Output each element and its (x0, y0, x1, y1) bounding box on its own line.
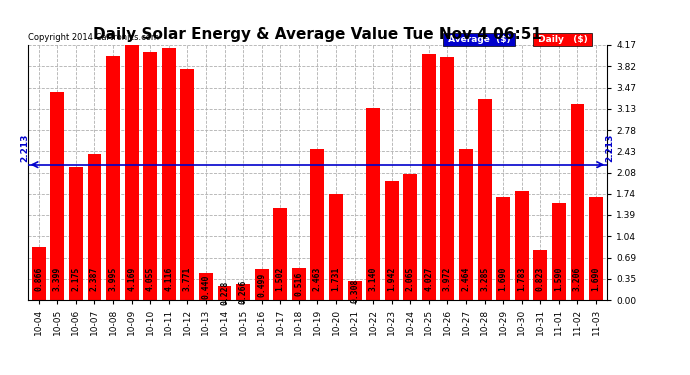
Bar (422, 54, 436, 300)
Text: 3.140: 3.140 (368, 266, 377, 291)
Bar (88, 154, 101, 300)
Text: Copyright 2014 Cartronics.com: Copyright 2014 Cartronics.com (28, 33, 159, 42)
Text: 4.055: 4.055 (146, 266, 155, 291)
Text: 2.213: 2.213 (20, 133, 29, 162)
Bar (515, 191, 529, 300)
Text: 2.175: 2.175 (71, 266, 81, 291)
Title: Daily Solar Energy & Average Value Tue Nov 4 06:51: Daily Solar Energy & Average Value Tue N… (93, 27, 542, 42)
Bar (217, 286, 231, 300)
Text: 3.285: 3.285 (480, 266, 489, 291)
Text: 0.440: 0.440 (201, 274, 210, 299)
Bar (552, 203, 566, 300)
Bar (50, 92, 64, 300)
Bar (329, 194, 343, 300)
Bar (32, 247, 46, 300)
Text: 3.972: 3.972 (443, 266, 452, 291)
Text: 2.065: 2.065 (406, 266, 415, 291)
Bar (144, 52, 157, 300)
Text: 1.502: 1.502 (276, 266, 285, 291)
Text: 0.266: 0.266 (239, 280, 248, 304)
Bar (533, 250, 547, 300)
Text: 0.308: 0.308 (350, 278, 359, 303)
Bar (348, 281, 362, 300)
Text: 3.771: 3.771 (183, 266, 192, 291)
Bar (292, 268, 306, 300)
Text: 2.463: 2.463 (313, 266, 322, 291)
Bar (255, 270, 268, 300)
Bar (366, 108, 380, 300)
Text: 1.690: 1.690 (591, 266, 600, 291)
Bar (162, 48, 176, 300)
Text: 0.516: 0.516 (295, 272, 304, 296)
Text: Average  ($): Average ($) (445, 35, 513, 44)
Text: 1.690: 1.690 (499, 266, 508, 291)
Bar (404, 174, 417, 300)
Text: 1.731: 1.731 (331, 266, 340, 291)
Bar (496, 196, 510, 300)
Bar (477, 99, 491, 300)
Bar (69, 167, 83, 300)
Text: 0.499: 0.499 (257, 273, 266, 297)
Text: 1.942: 1.942 (387, 266, 396, 291)
Text: 2.213: 2.213 (606, 133, 615, 162)
Bar (589, 196, 603, 300)
Text: 2.387: 2.387 (90, 266, 99, 291)
Text: 3.399: 3.399 (53, 266, 62, 291)
Bar (571, 104, 584, 300)
Text: 1.783: 1.783 (518, 266, 526, 291)
Text: 4.116: 4.116 (164, 266, 173, 291)
Bar (440, 57, 455, 300)
Bar (385, 181, 399, 300)
Text: 2.464: 2.464 (462, 266, 471, 291)
Bar (236, 284, 250, 300)
Text: 3.995: 3.995 (108, 266, 117, 291)
Bar (273, 208, 287, 300)
Bar (180, 69, 195, 300)
Bar (459, 149, 473, 300)
Text: 3.206: 3.206 (573, 266, 582, 291)
Bar (125, 45, 139, 300)
Bar (106, 56, 120, 300)
Text: 0.866: 0.866 (34, 266, 43, 291)
Text: 0.823: 0.823 (536, 266, 545, 291)
Text: 4.169: 4.169 (127, 266, 136, 291)
Text: 4.027: 4.027 (424, 266, 433, 291)
Bar (199, 273, 213, 300)
Text: 1.590: 1.590 (554, 266, 564, 291)
Bar (310, 149, 324, 300)
Text: 0.228: 0.228 (220, 281, 229, 305)
Text: Daily   ($): Daily ($) (535, 35, 591, 44)
